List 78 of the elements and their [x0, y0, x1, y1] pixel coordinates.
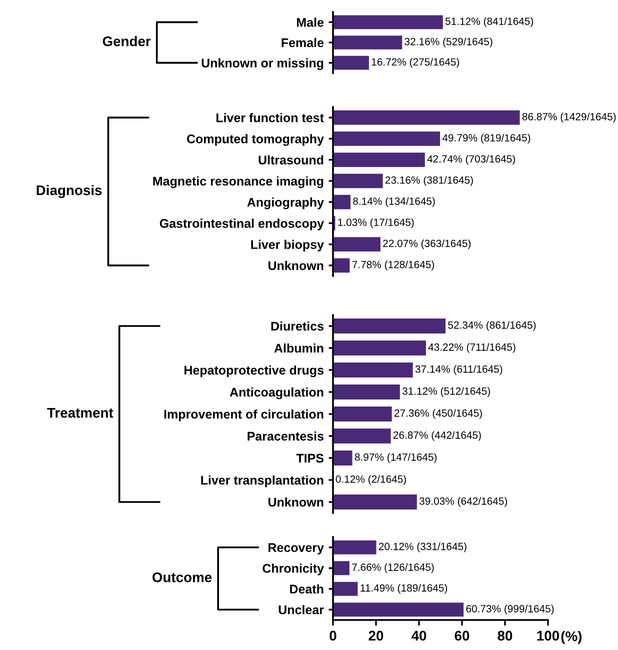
bar [333, 174, 383, 188]
y-tick-label: Gastrointestinal endoscopy [160, 218, 324, 230]
data-label: 86.87% (1429/1645) [522, 112, 616, 122]
y-tick-label: Computed tomography [187, 134, 324, 146]
y-tick-label: Female [282, 38, 324, 48]
y-tick-label: Male [297, 18, 324, 27]
y-tick-label: TIPS [296, 454, 324, 463]
bar [333, 406, 392, 422]
y-tick-label: Angiography [247, 198, 324, 210]
bar [333, 132, 440, 146]
data-label: 43.22% (711/1645) [428, 343, 516, 353]
bar [333, 582, 358, 596]
y-axis-title: Outcome [152, 572, 212, 582]
data-label: 39.03% (642/1645) [419, 497, 508, 507]
bar [333, 194, 350, 210]
y-tick-label: Liver function test [216, 113, 324, 122]
data-label: 11.49% (189/1645) [360, 584, 448, 594]
bar [333, 362, 413, 378]
data-label: 27.36% (450/1645) [394, 409, 482, 419]
data-label: 37.14% (611/1645) [415, 365, 502, 375]
y-tick-label: Unclear [278, 605, 324, 614]
x-tick-label: 40 [411, 630, 426, 641]
bar [333, 258, 350, 273]
bar [333, 540, 376, 554]
x-tick-label: 100 [537, 630, 560, 641]
data-label: 0.12% (2/1645) [336, 475, 406, 485]
bar [333, 340, 426, 356]
data-label: 20.12% (331/1645) [378, 542, 466, 552]
y-axis-title: Diagnosis [36, 184, 102, 198]
bar [333, 494, 417, 510]
y-tick-label: Death [290, 584, 324, 594]
y-tick-label: Hepatoprotective drugs [184, 365, 324, 378]
x-axis-title: (%) [561, 630, 582, 644]
y-tick-label: Anticoagulation [230, 387, 324, 400]
y-tick-label: Unknown [268, 497, 324, 507]
data-label: 23.16% (381/1645) [385, 176, 473, 186]
y-tick-label: Magnetic resonance imaging [153, 176, 324, 188]
x-tick-label: 20 [368, 630, 384, 641]
data-label: 31.12% (512/1645) [402, 387, 490, 397]
y-axis-title: Treatment [47, 408, 114, 418]
data-label: 7.78% (128/1645) [352, 260, 434, 270]
y-axis-title: Gender [102, 36, 151, 46]
data-label: 32.16% (529/1645) [404, 38, 492, 48]
y-tick-label: Unknown or missing [202, 58, 324, 70]
y-tick-label: Recovery [268, 543, 324, 554]
data-label: 7.66% (126/1645) [352, 563, 434, 573]
bar [333, 237, 380, 252]
y-tick-label: Ultrasound [258, 155, 324, 164]
bar [333, 450, 352, 466]
bar [333, 110, 520, 125]
y-tick-label: Chronicity [262, 564, 324, 576]
y-tick-label: Liver biopsy [251, 240, 324, 252]
data-label: 51.12% (841/1645) [445, 17, 534, 28]
bar [333, 384, 400, 400]
y-tick-label: Diuretics [271, 321, 324, 331]
y-tick-label: Improvement of circulation [164, 409, 324, 422]
data-label: 16.72% (275/1645) [372, 58, 460, 68]
data-label: 26.87% (442/1645) [393, 431, 481, 441]
bar [333, 318, 446, 334]
bar [333, 561, 350, 576]
y-tick-label: Liver transplantation [201, 475, 324, 488]
data-label: 8.14% (134/1645) [353, 197, 435, 207]
data-label: 60.73% (999/1645) [466, 604, 554, 614]
y-tick-label: Paracentesis [248, 431, 324, 441]
y-tick-label: Albumin [274, 343, 324, 353]
data-label: 1.03% (17/1645) [338, 218, 414, 228]
x-tick-label: 80 [498, 630, 512, 641]
bar [333, 428, 391, 444]
y-tick-label: Unknown [268, 260, 324, 270]
data-label: 49.79% (819/1645) [442, 134, 530, 144]
data-label: 22.07% (363/1645) [383, 239, 471, 250]
data-label: 42.74% (703/1645) [427, 154, 515, 165]
x-tick-label: 0 [330, 630, 336, 641]
bar [333, 152, 425, 167]
data-label: 52.34% (861/1645) [448, 321, 536, 331]
data-label: 8.97% (147/1645) [354, 453, 437, 463]
x-tick-label: 60 [454, 630, 470, 641]
bar [333, 602, 464, 617]
